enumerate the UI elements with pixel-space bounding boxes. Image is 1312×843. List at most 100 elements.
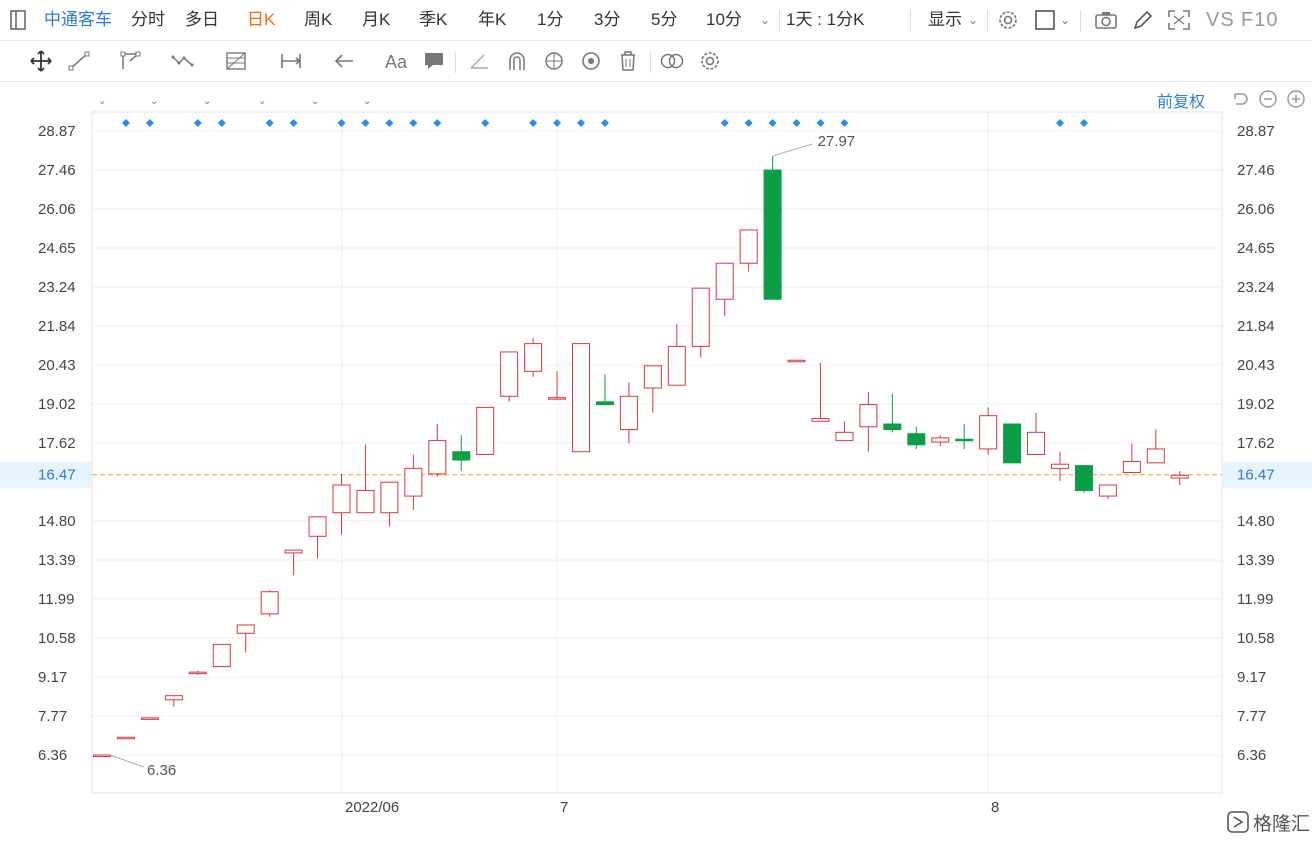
candle-body [1027, 431, 1046, 456]
event-marker-diamond [361, 119, 370, 127]
annotations: 27.97 6.36 [109, 133, 856, 779]
arrow-chevron-icon[interactable]: ⌄ [363, 96, 372, 107]
brand-logo: 格隆汇 [1222, 805, 1312, 838]
measure-chevron-icon[interactable]: ⌄ [311, 96, 320, 107]
y-tick-label: 24.65 [38, 240, 76, 257]
candle-body [979, 415, 998, 450]
vs-compare-button[interactable]: VS [1206, 9, 1235, 31]
stock-name[interactable]: 中通客车 [44, 10, 112, 29]
event-marker-diamond [121, 119, 130, 127]
event-marker-diamond [768, 119, 777, 127]
y-axis-right: 28.87 27.46 26.06 24.65 23.24 21.84 20.43 19.02… [1223, 123, 1312, 764]
angle-ruler-icon[interactable] [467, 49, 493, 73]
event-marker-diamond [792, 119, 801, 127]
event-marker-diamond [720, 119, 729, 127]
tab-period-2[interactable]: 日K [247, 10, 276, 29]
line-chevron-icon[interactable]: ⌄ [98, 96, 107, 107]
layout-square-icon[interactable] [1033, 8, 1059, 32]
pencil-icon[interactable] [1130, 8, 1156, 32]
event-marker-diamond [577, 119, 585, 127]
period-toolbar: 中通客车 分时 多日 日K 周K 月K 季K 年K 1分 3分 5分 10分 ⌄… [0, 0, 1312, 41]
tools-settings-gear-icon[interactable] [697, 49, 723, 73]
tab-period-4[interactable]: 月K [362, 10, 391, 29]
candle-body [572, 343, 590, 453]
candle-body [500, 351, 519, 397]
candle-body [931, 437, 950, 443]
y-tick-label: 9.17 [1237, 669, 1266, 686]
y-tick-label: 28.87 [1237, 123, 1275, 140]
candle-body [955, 438, 974, 442]
candle-body [164, 695, 183, 701]
trash-icon[interactable] [615, 49, 641, 73]
line-segment-icon[interactable] [66, 49, 92, 73]
measure-range-icon[interactable] [279, 49, 305, 73]
candle-body [380, 481, 399, 514]
more-periods-chevron-icon[interactable]: ⌄ [760, 13, 771, 27]
fullscreen-icon[interactable] [1166, 8, 1192, 32]
fibonacci-icon[interactable] [224, 49, 250, 73]
candle-body [667, 345, 686, 386]
y-tick-label: 21.84 [1237, 318, 1275, 335]
high-price-label: 27.97 [818, 133, 856, 150]
sync-icon[interactable] [541, 49, 567, 73]
y-tick-label: 23.24 [38, 279, 76, 296]
tab-period-0[interactable]: 分时 [131, 10, 165, 29]
tab-period-6[interactable]: 年K [478, 10, 507, 29]
y-axis-left: 28.87 27.46 26.06 24.65 23.24 21.84 20.43 19.02… [0, 123, 91, 764]
candle-body [883, 423, 902, 431]
event-marker-diamond [193, 119, 202, 127]
wave-chevron-icon[interactable]: ⌄ [203, 96, 212, 107]
undo-icon[interactable] [1230, 89, 1250, 109]
magnet-icon[interactable] [504, 49, 530, 73]
overlap-circles-icon[interactable] [659, 49, 685, 73]
event-marker-diamond [553, 119, 562, 127]
comment-icon[interactable] [421, 49, 447, 73]
tab-period-9[interactable]: 5分 [651, 10, 678, 29]
tab-period-5[interactable]: 季K [419, 10, 448, 29]
sidebar-toggle-icon[interactable] [8, 8, 30, 32]
event-marker-diamond [145, 119, 154, 127]
y-tick-label: 6.36 [1237, 747, 1266, 764]
event-marker-diamond [265, 119, 274, 127]
x-tick-label: 7 [560, 799, 568, 816]
candle-body [116, 736, 135, 740]
arrow-left-icon[interactable] [331, 49, 357, 73]
settings-gear-icon[interactable] [995, 8, 1021, 32]
zoom-out-icon[interactable] [1258, 89, 1278, 109]
candle-body [1122, 460, 1141, 474]
tab-period-8[interactable]: 3分 [594, 10, 621, 29]
tab-period-1[interactable]: 多日 [185, 10, 219, 29]
text-tool-icon[interactable]: Aa [385, 52, 408, 72]
move-cross-icon[interactable] [28, 49, 54, 73]
layout-chevron-icon[interactable]: ⌄ [1060, 13, 1071, 27]
fibonacci-chevron-icon[interactable]: ⌄ [258, 96, 267, 107]
tab-period-7[interactable]: 1分 [537, 10, 564, 29]
y-tick-label: 7.77 [1237, 708, 1266, 725]
low-pointer [109, 754, 145, 768]
event-marker-diamond [385, 119, 394, 127]
y-tick-label: 14.80 [38, 513, 76, 530]
display-chevron-icon[interactable]: ⌄ [968, 13, 979, 27]
candle-body [548, 397, 567, 400]
price-adjust-toggle[interactable]: 前复权 [1157, 94, 1206, 111]
display-menu[interactable]: 显示 [928, 10, 962, 29]
candle-body [619, 395, 638, 431]
polyline-icon[interactable] [118, 49, 144, 73]
zoom-in-icon[interactable] [1286, 89, 1306, 109]
eye-icon[interactable] [578, 49, 604, 73]
event-marker-diamond [529, 119, 538, 127]
tab-period-10[interactable]: 10分 [706, 10, 742, 29]
f10-button[interactable]: F10 [1241, 9, 1279, 31]
candle-body [1051, 463, 1069, 469]
y-tick-label: 10.58 [38, 630, 76, 647]
wave-pattern-icon[interactable] [170, 49, 196, 73]
camera-icon[interactable] [1093, 8, 1119, 32]
range-selector[interactable]: 1天 : 1分K [786, 10, 865, 29]
polyline-chevron-icon[interactable]: ⌄ [150, 96, 159, 107]
candle-body [452, 451, 471, 461]
tab-period-3[interactable]: 周K [304, 10, 333, 29]
event-marker-diamond [409, 119, 418, 127]
current-price-label: 16.47 [1237, 467, 1275, 484]
y-tick-label: 26.06 [1237, 201, 1275, 218]
x-tick-label: 8 [991, 799, 999, 816]
